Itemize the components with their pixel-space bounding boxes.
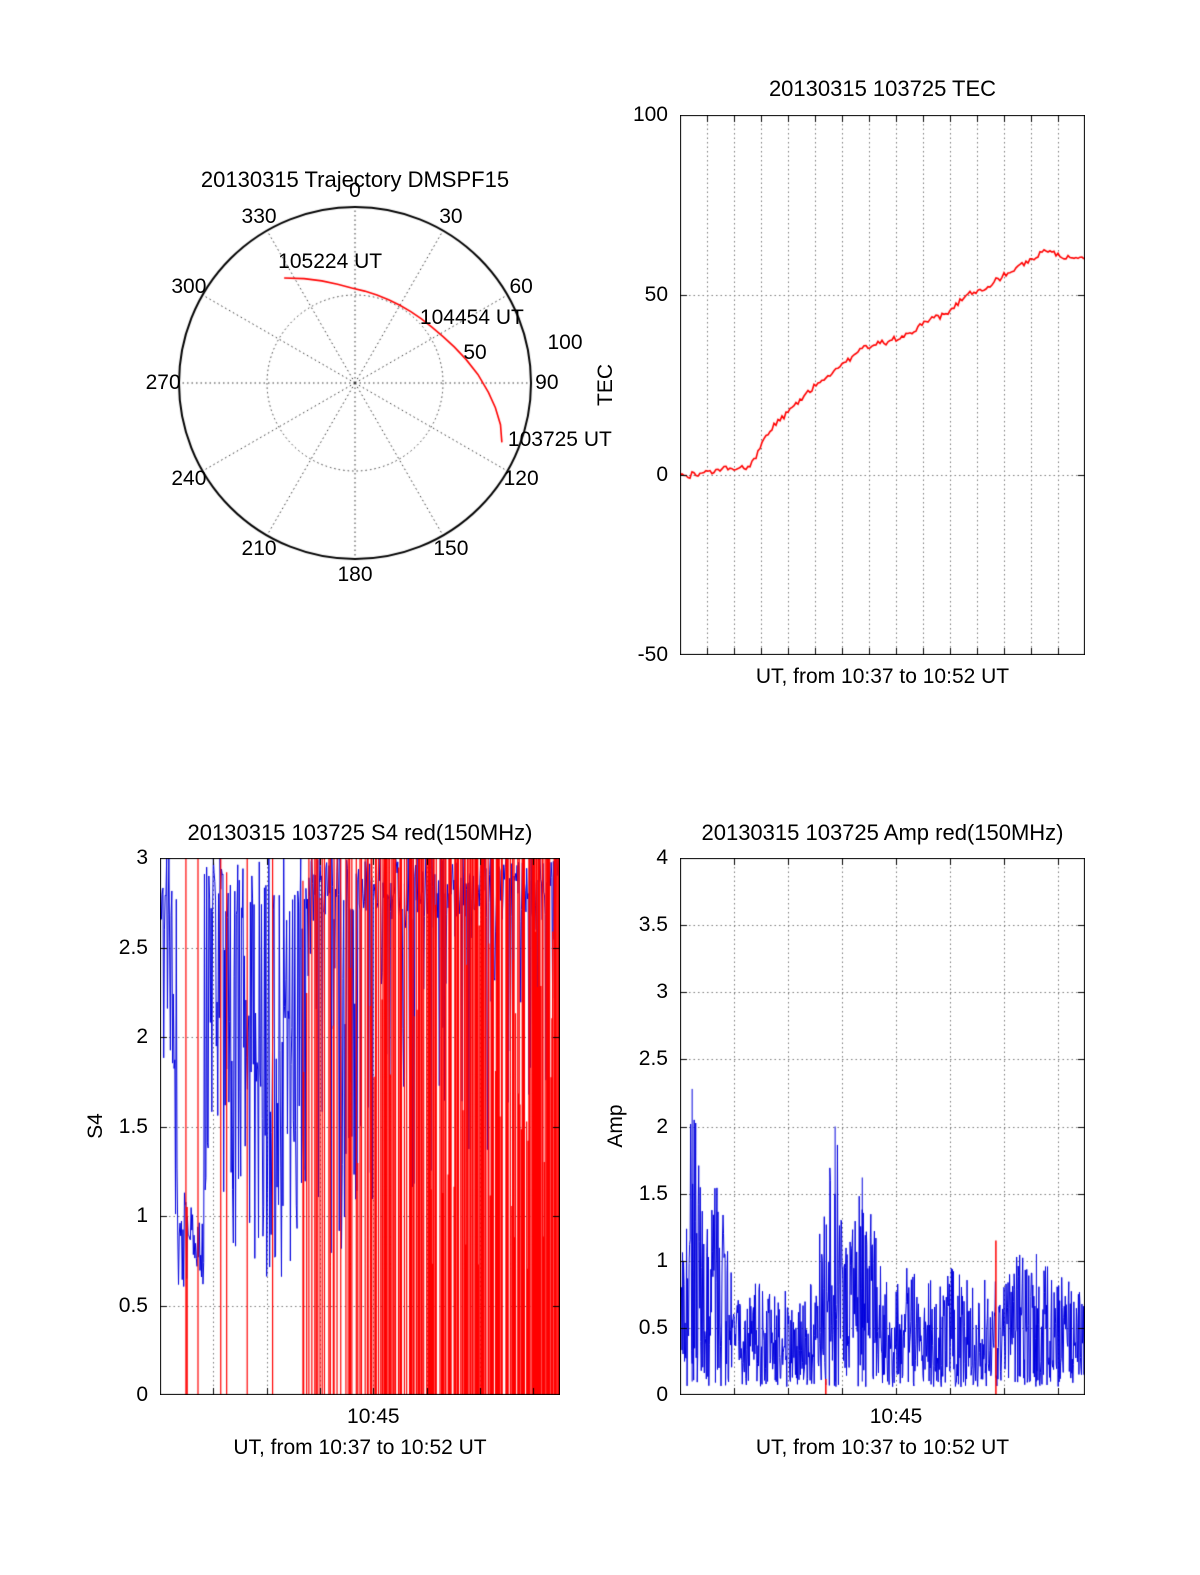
amp-xtick-10:45: 10:45 <box>869 1405 923 1428</box>
s4-title: 20130315 103725 S4 red(150MHz) <box>187 820 533 845</box>
s4-ytick-3: 3 <box>136 846 148 869</box>
polar-azimuth-label-240: 240 <box>171 466 207 490</box>
polar-azimuth-label-270: 270 <box>145 371 181 394</box>
amp-ytick-2.5: 2.5 <box>638 1047 668 1071</box>
tec-title: 20130315 103725 TEC <box>768 76 997 101</box>
s4-xlabel: UT, from 10:37 to 10:52 UT <box>233 1436 487 1459</box>
tec-ylabel: TEC <box>594 364 617 406</box>
amp-xlabel: UT, from 10:37 to 10:52 UT <box>755 1436 1010 1459</box>
amp-ytick-3: 3 <box>656 980 668 1004</box>
s4-ylabel: S4 <box>84 1113 107 1139</box>
polar-azimuth-label-300: 300 <box>171 275 207 299</box>
polar-azimuth-label-120: 120 <box>503 466 539 490</box>
tec-ytick-100: 100 <box>632 103 668 126</box>
polar-azimuth-label-90: 90 <box>535 371 559 394</box>
tec-plot-area <box>680 115 1085 655</box>
polar-radial-label-100: 100 <box>547 331 583 354</box>
tec-xlabel: UT, from 10:37 to 10:52 UT <box>755 665 1010 688</box>
s4-plot-area <box>160 858 560 1395</box>
amp-ytick-4: 4 <box>656 846 668 869</box>
trajectory-annotation-1: 104454 UT <box>419 306 524 330</box>
amp-ytick-3.5: 3.5 <box>638 913 668 937</box>
trajectory-annotation-2: 103725 UT <box>507 428 612 452</box>
tec-ytick--50: -50 <box>637 643 668 666</box>
polar-radial-label-50: 50 <box>463 341 487 364</box>
s4-ytick-0: 0 <box>136 1383 148 1406</box>
amp-ytick-1.5: 1.5 <box>638 1181 668 1205</box>
polar-azimuth-label-30: 30 <box>439 204 463 228</box>
polar-azimuth-label-60: 60 <box>509 275 533 299</box>
trajectory-polar-plot <box>140 180 620 600</box>
s4-ytick-2.5: 2.5 <box>118 935 148 959</box>
amp-ylabel: Amp <box>604 1104 627 1148</box>
polar-azimuth-label-0: 0 <box>349 179 361 203</box>
tec-ytick-50: 50 <box>644 283 668 306</box>
s4-ytick-1.5: 1.5 <box>118 1114 148 1138</box>
polar-azimuth-label-150: 150 <box>433 537 469 561</box>
s4-ytick-2: 2 <box>136 1025 148 1048</box>
s4-ytick-0.5: 0.5 <box>118 1293 148 1317</box>
s4-ytick-1: 1 <box>136 1204 148 1227</box>
polar-azimuth-label-210: 210 <box>241 537 277 561</box>
tec-ytick-0: 0 <box>656 463 668 486</box>
s4-xtick-10:45: 10:45 <box>347 1405 400 1428</box>
amp-plot-area <box>680 858 1085 1395</box>
amp-ytick-0.5: 0.5 <box>638 1315 668 1339</box>
amp-ytick-2: 2 <box>656 1114 668 1138</box>
polar-azimuth-label-180: 180 <box>337 562 373 586</box>
amp-title: 20130315 103725 Amp red(150MHz) <box>701 820 1064 845</box>
amp-ytick-0: 0 <box>656 1383 668 1406</box>
trajectory-annotation-0: 105224 UT <box>278 249 383 273</box>
polar-azimuth-label-330: 330 <box>241 204 277 228</box>
amp-ytick-1: 1 <box>656 1248 668 1272</box>
